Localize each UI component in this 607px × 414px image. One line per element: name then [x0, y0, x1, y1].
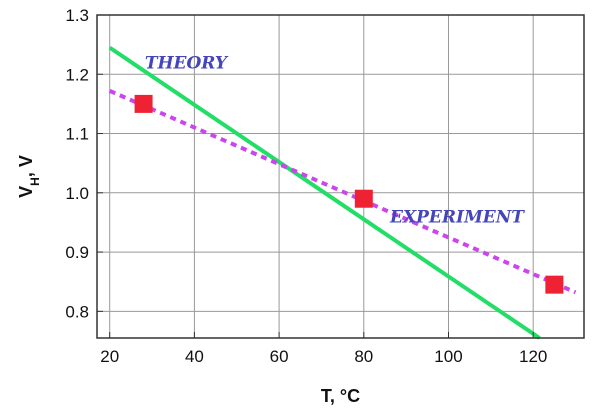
x-tick-label: 20 [100, 347, 119, 366]
y-axis-label-sub: H [28, 177, 42, 186]
plot-frame [96, 14, 585, 339]
y-axis-label-suffix: , V [16, 155, 36, 177]
annotation-layer: THEORY EXPERIMENT [145, 53, 525, 227]
series-line-experiment [108, 89, 577, 295]
y-tick-label: 1.2 [65, 65, 89, 84]
tick-layer: 20 40 60 80 100 120 0.8 0.9 1.0 1.1 1.2 1.3 [65, 6, 547, 366]
x-tick-label: 60 [270, 347, 289, 366]
y-tick-label: 0.8 [65, 302, 89, 321]
y-tick-label: 1.3 [65, 6, 89, 25]
data-point-marker [354, 189, 373, 208]
annotation-experiment: EXPERIMENT [389, 207, 525, 227]
series-layer [108, 45, 577, 340]
x-tick-label: 80 [354, 347, 373, 366]
x-tick-label: 100 [434, 347, 462, 366]
data-point-marker [545, 275, 564, 294]
y-tick-label: 1.1 [65, 125, 89, 144]
x-tick-label: 40 [185, 347, 204, 366]
y-axis-label: VH, V [16, 155, 42, 198]
x-axis-label: T, °C [321, 386, 360, 406]
series-line-theory [108, 45, 541, 340]
y-tick-label: 1.0 [65, 184, 89, 203]
data-point-marker [134, 94, 153, 113]
annotation-theory: THEORY [145, 53, 229, 73]
y-tick-label: 0.9 [65, 243, 89, 262]
y-axis-label-base: V [16, 186, 36, 198]
x-tick-label: 120 [519, 347, 547, 366]
